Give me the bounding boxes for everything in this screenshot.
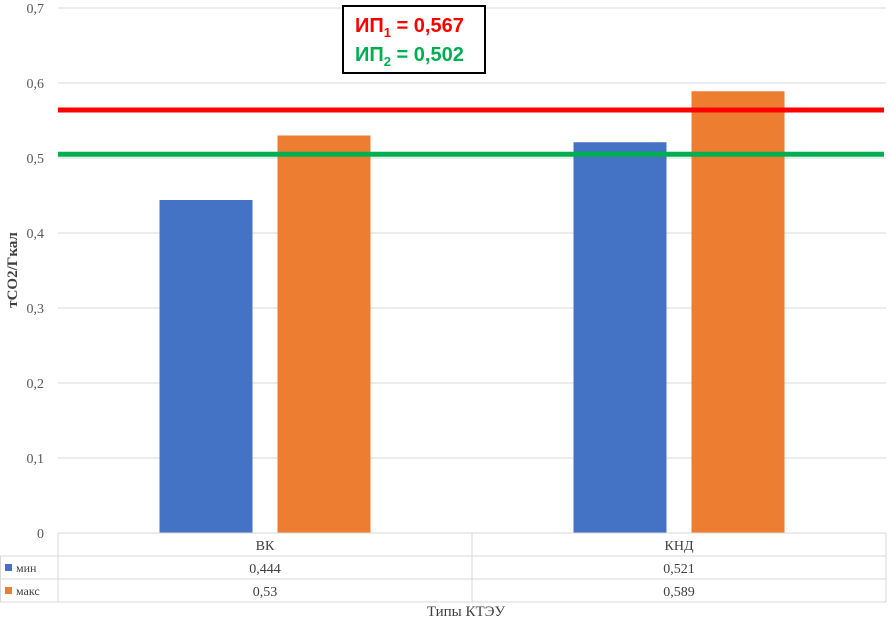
table-cell-макс-ВК: 0,53 — [253, 585, 278, 600]
annotation-ip1-prefix: ИП — [355, 15, 384, 37]
y-axis-ticks: 0 0,1 0,2 0,3 0,4 0,5 0,6 0,7 — [27, 2, 45, 542]
table-header-КНД: КНД — [665, 539, 694, 554]
table-header-ВК: ВК — [256, 539, 275, 554]
annotation-ip2-prefix: ИП — [355, 44, 384, 66]
table-cell-мин-ВК: 0,444 — [249, 562, 281, 577]
annotation-ip1: ИП1 = 0,567 — [355, 15, 464, 40]
legend-label-мин: мин — [16, 561, 37, 575]
annotation-ip2-value: = 0,502 — [391, 44, 464, 66]
x-axis-title: Типы КТЭУ — [427, 604, 506, 620]
bar-series — [159, 91, 785, 533]
bar-макс-ВК — [277, 135, 371, 533]
y-tick-label: 0,7 — [27, 2, 45, 17]
legend-key-макс — [5, 587, 12, 594]
data-table: ВК КНД мин 0,444 0,521 макс 0,53 0,589 — [0, 532, 887, 603]
y-tick-label: 0,3 — [27, 302, 45, 317]
bar-макс-КНД — [691, 91, 785, 533]
annotation-ip2-sub: 2 — [384, 54, 391, 69]
legend-label-макс: макс — [16, 584, 40, 598]
y-tick-label: 0,6 — [27, 77, 45, 92]
legend-key-мин — [5, 564, 12, 571]
y-tick-label: 0,4 — [27, 227, 45, 242]
y-tick-label: 0,1 — [27, 452, 45, 467]
y-tick-label: 0 — [37, 527, 44, 542]
bar-мин-ВК — [159, 200, 253, 533]
y-axis-title: тСО2/Гкал — [5, 232, 21, 308]
reference-lines — [58, 107, 884, 157]
table-cell-макс-КНД: 0,589 — [663, 585, 695, 600]
y-tick-label: 0,2 — [27, 377, 45, 392]
annotation-ip1-value: = 0,567 — [391, 15, 464, 37]
annotation-ip1-sub: 1 — [384, 25, 391, 40]
y-tick-label: 0,5 — [27, 152, 45, 167]
annotation-box: ИП1 = 0,567 ИП2 = 0,502 — [342, 5, 486, 74]
bar-мин-КНД — [573, 142, 667, 533]
table-cell-мин-КНД: 0,521 — [663, 562, 695, 577]
annotation-ip2: ИП2 = 0,502 — [355, 44, 464, 69]
